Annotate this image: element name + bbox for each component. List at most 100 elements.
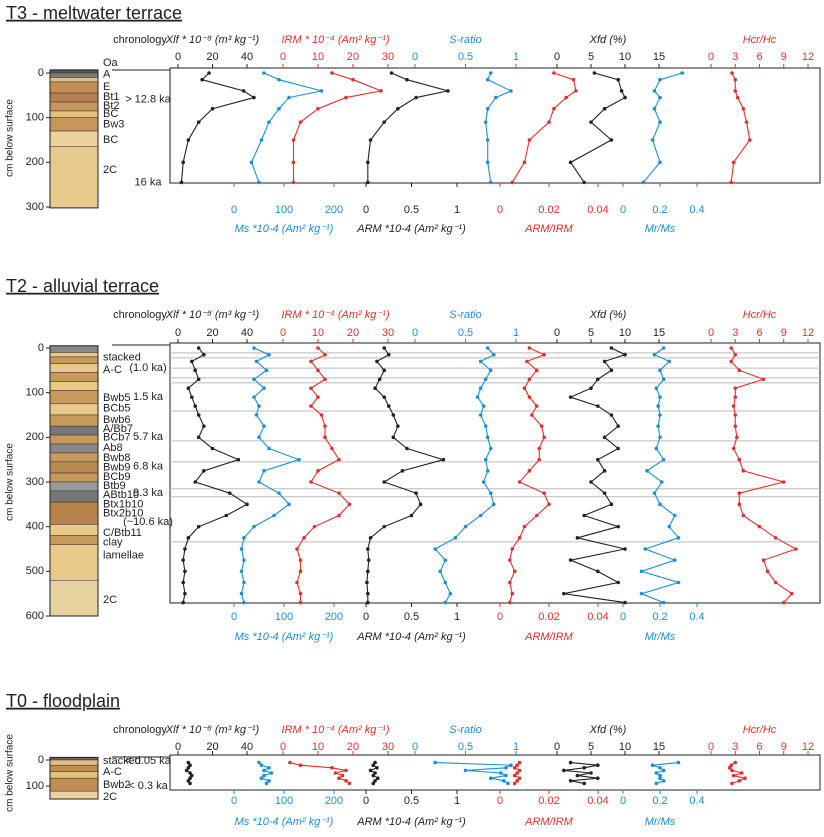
profile-point (239, 547, 244, 551)
x-tick-label: 0.02 (538, 204, 559, 216)
profile-point (515, 779, 519, 783)
profile-point (344, 768, 348, 773)
x-tick-label: 0 (175, 51, 181, 63)
profile-line (642, 72, 683, 183)
horizon-label: Bt1 (103, 91, 120, 103)
profile-point (337, 491, 341, 495)
x-tick-label: 0 (363, 795, 369, 807)
profile-point (196, 120, 201, 124)
panel-title: T0 - floodplain (6, 691, 120, 711)
profile-point (316, 469, 320, 473)
profile-point (737, 368, 742, 373)
profile-point (379, 89, 383, 93)
x-tick-label: 5 (588, 741, 594, 753)
profile-point (377, 377, 382, 382)
soil-horizon (49, 501, 99, 525)
soil-horizon (49, 414, 99, 427)
profile-point (376, 776, 380, 780)
profile-point (499, 771, 503, 775)
profile-point (291, 138, 296, 142)
profile-point (582, 180, 586, 185)
profile-point (652, 352, 657, 357)
profile-point (639, 591, 644, 596)
profile-point (602, 435, 607, 440)
profile-point (242, 580, 246, 585)
profile-point (224, 513, 229, 518)
profile-point (483, 424, 488, 428)
profile-point (515, 763, 519, 767)
x-tick-label: 20 (347, 51, 359, 63)
profile-point (291, 160, 296, 165)
profile-point (414, 95, 418, 100)
profile-point (337, 513, 341, 518)
axis-label: Xlf * 10⁻⁸ (m³ kg⁻¹) (165, 309, 260, 321)
x-tick-label: 100 (275, 204, 293, 216)
profile-point (512, 569, 517, 574)
profile-point (616, 524, 620, 529)
profile-point (485, 138, 490, 142)
profile-point (667, 359, 672, 364)
profile-point (527, 138, 532, 142)
profile-point (504, 766, 508, 770)
x-tick-label: 10 (619, 327, 631, 339)
x-tick-label: 1 (513, 741, 519, 753)
profile-point (515, 771, 519, 775)
profile-point (196, 346, 201, 350)
profile-point (277, 106, 281, 111)
profile-point (298, 600, 303, 605)
horizon-label: Btb9 (103, 480, 126, 492)
panel: T3 - meltwater terrace chronology cm below… (5, 3, 821, 235)
profile-line (511, 72, 577, 183)
profile-point (382, 346, 387, 350)
profile-line (366, 347, 446, 603)
age-label: 1.5 ka (133, 391, 164, 403)
profile-point (210, 446, 215, 451)
x-tick-label: 0.02 (538, 611, 559, 623)
x-tick-label: 0 (280, 51, 286, 63)
soil-column (49, 69, 99, 209)
plot-frame (169, 67, 821, 184)
y-tick-label: 400 (26, 521, 44, 533)
profile-point (727, 766, 732, 770)
profile-point (386, 352, 391, 357)
x-tick-label: 0.5 (404, 795, 419, 807)
profile-point (365, 580, 369, 585)
profile-point (660, 480, 664, 484)
soil-horizon (49, 544, 99, 581)
profile-point (673, 558, 677, 562)
soil-horizon (49, 771, 99, 779)
soil-column (49, 345, 99, 617)
soil-horizon (49, 535, 99, 545)
profile-point (186, 760, 191, 765)
profile-point (534, 404, 539, 408)
axis-label: Hcr/Hc (743, 34, 777, 46)
profile-point (186, 138, 191, 142)
soil-horizon (49, 77, 99, 83)
profile-point (741, 106, 746, 111)
profile-point (252, 524, 256, 529)
profile-point (589, 386, 593, 391)
profile-point (241, 89, 246, 93)
profile-point (298, 120, 303, 124)
profile-point (262, 424, 266, 428)
profile-point (409, 513, 414, 518)
profile-point (781, 600, 786, 605)
profile-point (491, 352, 496, 357)
profile-line (367, 72, 449, 183)
profile-point (510, 180, 515, 185)
age-label: > 12.8 ka (125, 94, 171, 106)
horizon-label: stacked (103, 352, 141, 364)
profile-point (517, 760, 522, 765)
soil-horizon (49, 381, 99, 391)
profile-point (418, 502, 423, 507)
profile-point (446, 89, 450, 93)
x-tick-label: 0 (554, 741, 560, 753)
profile-point (656, 404, 660, 408)
x-tick-label: 9 (781, 327, 787, 339)
profile-point (643, 547, 647, 551)
profile-point (527, 469, 532, 473)
profile-point (386, 404, 391, 408)
axis-label: Hcr/Hc (743, 724, 777, 736)
profile-point (319, 413, 324, 417)
profile-point (729, 359, 734, 364)
